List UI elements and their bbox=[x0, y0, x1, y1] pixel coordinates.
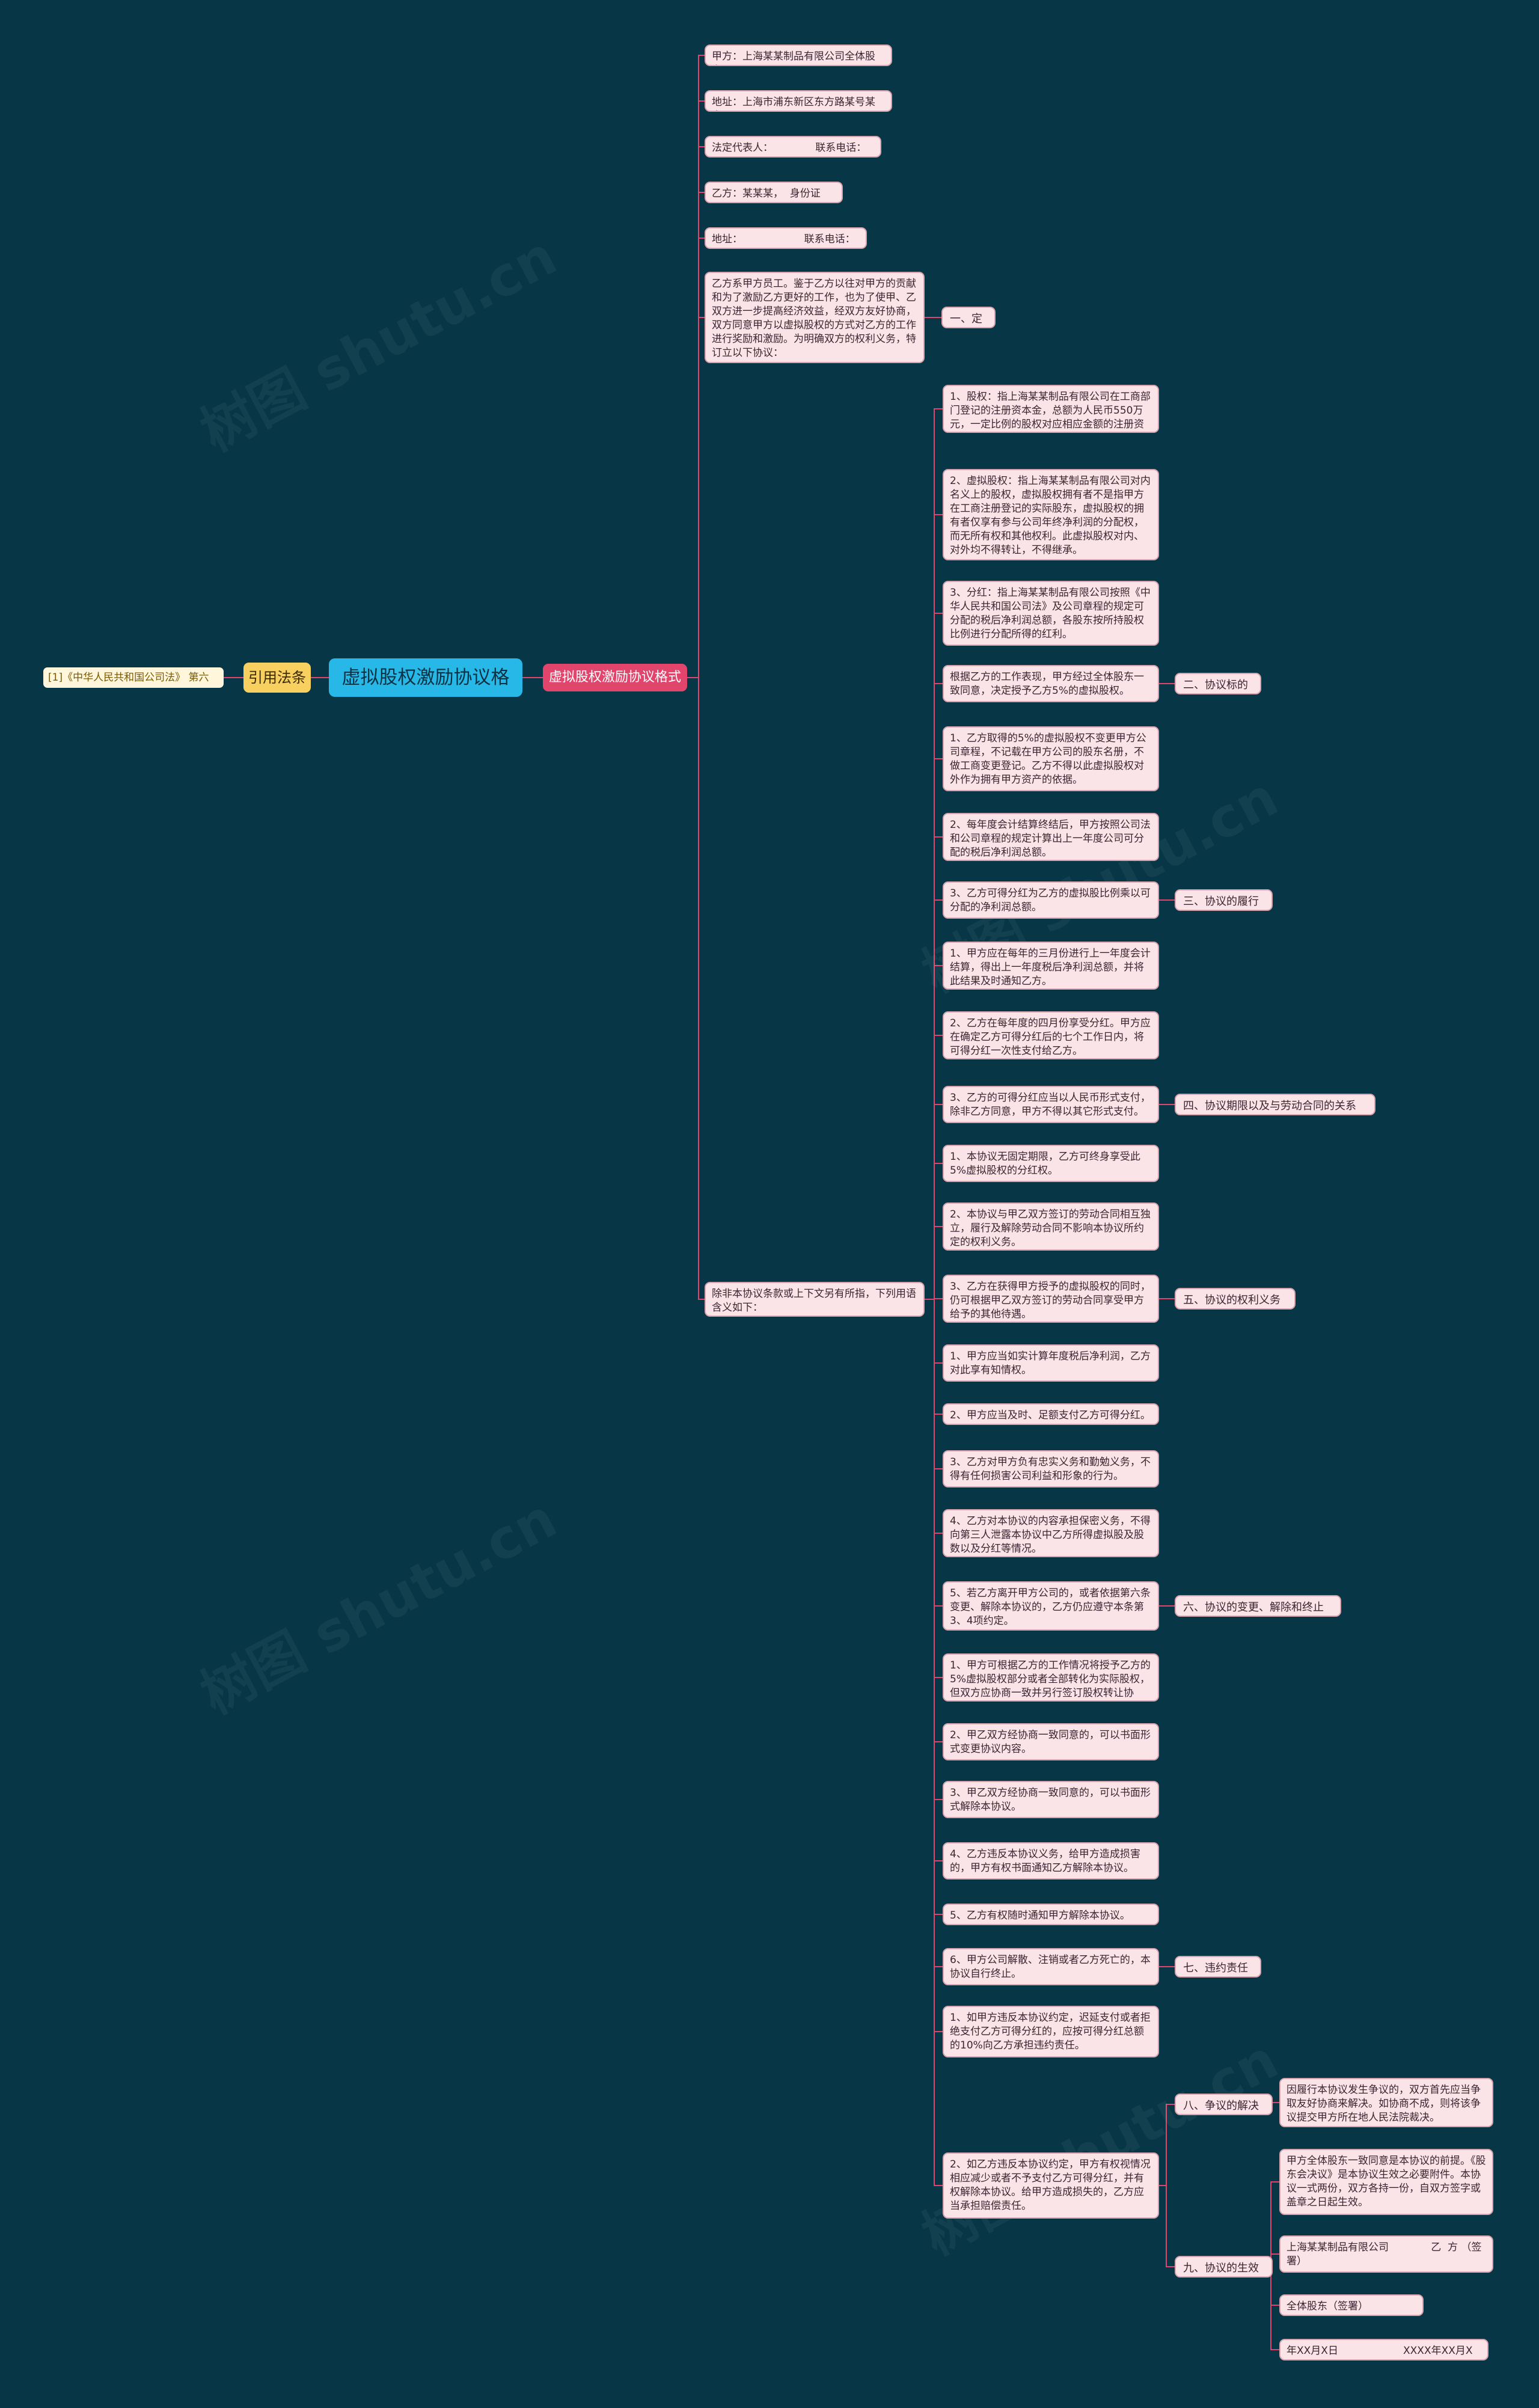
clause-item[interactable]: 3、甲乙双方经协商一致同意的，可以书面形式解除本协议。 bbox=[943, 1781, 1159, 1818]
clause-item[interactable]: 1、本协议无固定期限，乙方可终身享受此5%虚拟股权的分红权。 bbox=[943, 1145, 1159, 1182]
clause-item[interactable]: 2、每年度会计结算终结后，甲方按照公司法和公司章程的规定计算出上一年度公司可分配… bbox=[943, 813, 1159, 861]
clause-item[interactable]: 1、甲方可根据乙方的工作情况将授予乙方的5%虚拟股权部分或者全部转化为实际股权，… bbox=[943, 1653, 1159, 1702]
law-reference-node[interactable]: [1]《中华人民共和国公司法》 第六条 bbox=[43, 667, 224, 688]
clause-item[interactable]: 甲方全体股东一致同意是本协议的前提。《股东会决议》是本协议生效之必要附件。本协议… bbox=[1279, 2149, 1493, 2215]
info-item[interactable]: 甲方：上海某某制品有限公司全体股东 bbox=[705, 44, 892, 66]
clause-category[interactable]: 四、协议期限以及与劳动合同的关系 bbox=[1175, 1094, 1375, 1115]
clause-item[interactable]: 年XX月X日 XXXX年XX月X日 bbox=[1279, 2339, 1489, 2361]
connector-line bbox=[687, 677, 705, 1300]
connector-line bbox=[1159, 2104, 1175, 2186]
connector-line bbox=[925, 1226, 943, 1300]
clause-item[interactable]: 2、本协议与甲乙双方签订的劳动合同相互独立，履行及解除劳动合同不影响本协议所约定… bbox=[943, 1202, 1159, 1251]
connector-line bbox=[687, 146, 705, 678]
clause-item[interactable]: 3、乙方可得分红为乙方的虚拟股比例乘以可分配的净利润总额。 bbox=[943, 881, 1159, 919]
reference-node[interactable]: 引用法条 bbox=[243, 663, 311, 693]
clause-item[interactable]: 1、乙方取得的5%的虚拟股权不变更甲方公司章程，不记载在甲方公司的股东名册，不做… bbox=[943, 726, 1159, 791]
clause-category[interactable]: 二、协议标的 bbox=[1175, 673, 1261, 694]
info-item[interactable]: 地址：上海市浦东新区东方路某号某室 bbox=[705, 90, 892, 112]
clause-item[interactable]: 3、乙方在获得甲方授予的虚拟股权的同时，仍可根据甲乙双方签订的劳动合同享受甲方给… bbox=[943, 1275, 1159, 1323]
clause-item[interactable]: 5、乙方有权随时通知甲方解除本协议。 bbox=[943, 1904, 1159, 1925]
clause-category[interactable]: 三、协议的履行 bbox=[1175, 889, 1273, 911]
clause-item[interactable]: 6、甲方公司解散、注销或者乙方死亡的，本协议自行终止。 bbox=[943, 1948, 1159, 1985]
main-branch-node[interactable]: 虚拟股权激励协议格式 bbox=[543, 664, 687, 691]
info-item[interactable]: 地址： 联系电话： bbox=[705, 227, 867, 249]
clause-item[interactable]: 4、乙方对本协议的内容承担保密义务，不得向第三人泄露本协议中乙方所得虚拟股及股数… bbox=[943, 1509, 1159, 1557]
clause-category[interactable]: 七、违约责任 bbox=[1175, 1956, 1261, 1978]
connector-line bbox=[1270, 2266, 1279, 2350]
clause-item[interactable]: 因履行本协议发生争议的，双方首先应当争取友好协商来解决。如协商不成，则将该争议提… bbox=[1279, 2078, 1493, 2127]
connector-line bbox=[687, 192, 705, 678]
info-item[interactable]: 乙方：某某某， 身份证号： bbox=[705, 182, 843, 203]
clause-item[interactable]: 2、甲乙双方经协商一致同意的，可以书面形式变更协议内容。 bbox=[943, 1723, 1159, 1760]
clause-item[interactable]: 2、如乙方违反本协议约定，甲方有权视情况相应减少或者不予支付乙方可得分红，并有权… bbox=[943, 2152, 1159, 2219]
clause-item[interactable]: 3、分红：指上海某某制品有限公司按照《中华人民共和国公司法》及公司章程的规定可分… bbox=[943, 581, 1159, 646]
clause-item[interactable]: 1、甲方应在每年的三月份进行上一年度会计结算，得出上一年度税后净利润总额，并将此… bbox=[943, 942, 1159, 990]
connector-line bbox=[687, 100, 705, 678]
clause-item[interactable]: 4、乙方违反本协议义务，给甲方造成损害的，甲方有权书面通知乙方解除本协议。 bbox=[943, 1842, 1159, 1880]
clause-item[interactable]: 1、甲方应当如实计算年度税后净利润，乙方对此享有知情权。 bbox=[943, 1344, 1159, 1382]
clause-item[interactable]: 2、虚拟股权：指上海某某制品有限公司对内名义上的股权，虚拟股权拥有者不是指甲方在… bbox=[943, 469, 1159, 560]
clause-category[interactable]: 五、协议的权利义务 bbox=[1175, 1288, 1296, 1310]
clause-item[interactable]: 上海某某制品有限公司 乙 方 （签署） bbox=[1279, 2235, 1493, 2273]
clause-category[interactable]: 八、争议的解决 bbox=[1175, 2094, 1273, 2115]
connector-line bbox=[1159, 2185, 1175, 2267]
clause-item[interactable]: 3、乙方对甲方负有忠实义务和勤勉义务，不得有任何损害公司利益和形象的行为。 bbox=[943, 1450, 1159, 1487]
clause-item[interactable]: 3、乙方的可得分红应当以人民币形式支付，除非乙方同意，甲方不得以其它形式支付。 bbox=[943, 1086, 1159, 1123]
info-item[interactable]: 乙方系甲方员工。鉴于乙方以往对甲方的贡献和为了激励乙方更好的工作，也为了使甲、乙… bbox=[705, 272, 925, 363]
root-node[interactable]: 虚拟股权激励协议格式 bbox=[329, 658, 522, 697]
clause-item[interactable]: 1、如甲方违反本协议约定，迟延支付或者拒绝支付乙方可得分红的，应按可得分红总额的… bbox=[943, 2006, 1159, 2057]
info-item[interactable]: 法定代表人： 联系电话： bbox=[705, 136, 881, 158]
clause-item[interactable]: 5、若乙方离开甲方公司的，或者依据第六条变更、解除本协议的，乙方仍应遵守本条第3… bbox=[943, 1581, 1159, 1631]
clause-category[interactable]: 六、协议的变更、解除和终止 bbox=[1175, 1595, 1341, 1617]
clause-item[interactable]: 根据乙方的工作表现，甲方经过全体股东一致同意，决定授予乙方5%的虚拟股权。 bbox=[943, 665, 1159, 702]
clause-category[interactable]: 九、协议的生效 bbox=[1175, 2256, 1273, 2278]
clause-item[interactable]: 2、甲方应当及时、足额支付乙方可得分红。 bbox=[943, 1403, 1159, 1425]
clause-item[interactable]: 2、乙方在每年度的四月份享受分红。甲方应在确定乙方可得分红后的七个工作日内，将可… bbox=[943, 1011, 1159, 1059]
intro-node[interactable]: 除非本协议条款或上下文另有所指，下列用语含义如下： bbox=[705, 1282, 925, 1317]
category-definition[interactable]: 一、定义 bbox=[941, 307, 996, 328]
clause-item[interactable]: 1、股权：指上海某某制品有限公司在工商部门登记的注册资本金，总额为人民币550万… bbox=[943, 385, 1159, 433]
connector-line bbox=[687, 55, 705, 678]
connector-line bbox=[925, 1299, 943, 2186]
connector-line bbox=[687, 237, 705, 678]
clause-item[interactable]: 全体股东（签署） bbox=[1279, 2294, 1424, 2316]
connector-line bbox=[687, 317, 705, 678]
